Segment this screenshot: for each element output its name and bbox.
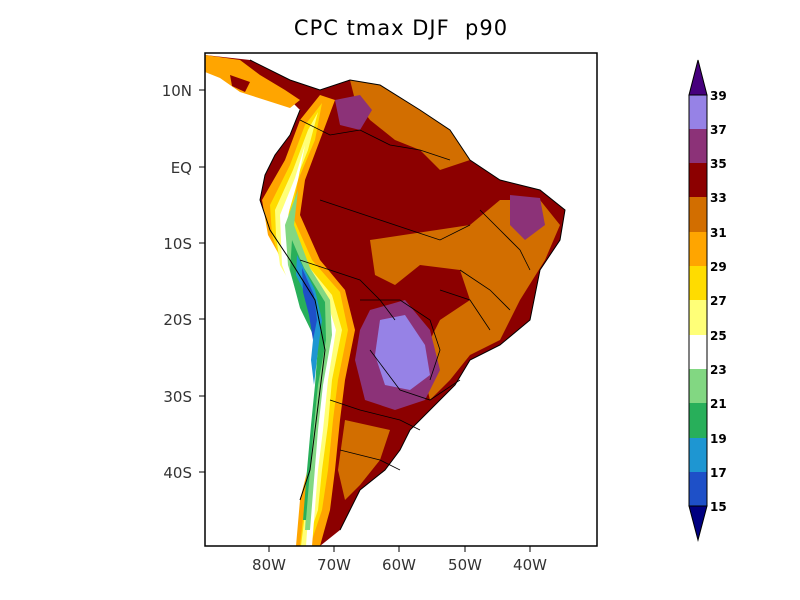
- colorbar-17-19: [689, 438, 707, 472]
- colorbar-35-37: [689, 129, 707, 163]
- colorbar-label-39: 39: [710, 89, 727, 103]
- colorbar-outline: [688, 94, 708, 507]
- lon-label-80w: 80W: [252, 556, 286, 574]
- colorbar-label-27: 27: [710, 294, 727, 308]
- region-35-37-ne-brazil: [510, 195, 545, 240]
- colorbar-label-25: 25: [710, 329, 727, 343]
- colorbar-label-35: 35: [710, 157, 727, 171]
- lon-label-40w: 40W: [513, 556, 547, 574]
- colorbar-23-25: [689, 335, 707, 369]
- lat-label-10n: 10N: [162, 82, 192, 100]
- andes-17-19: [296, 255, 322, 385]
- colorbar-label-21: 21: [710, 397, 727, 411]
- lon-ticks: [268, 546, 531, 552]
- region-31-33-north: [350, 80, 470, 170]
- map-title: CPC tmax DJF p90: [293, 16, 509, 40]
- map-area: [205, 55, 566, 546]
- colorbar-label-31: 31: [710, 226, 727, 240]
- colorbar: 39 37 35 33 31 29 27 25 23 21 19 17 15: [688, 59, 727, 542]
- colorbar-19-21: [689, 403, 707, 438]
- lat-label-30s: 30S: [163, 388, 192, 406]
- central-america-hot: [230, 75, 250, 92]
- colorbar-37-39: [689, 95, 707, 129]
- country-borders: [299, 119, 531, 471]
- lat-label-10s: 10S: [163, 235, 192, 253]
- lon-label-70w: 70W: [317, 556, 351, 574]
- region-31-33-central: [370, 200, 560, 400]
- lat-label-20s: 20S: [163, 311, 192, 329]
- colorbar-33-35: [689, 163, 707, 197]
- colorbar-arrow-top: [688, 59, 708, 96]
- lat-label-40s: 40S: [163, 464, 192, 482]
- lon-label-60w: 60W: [382, 556, 416, 574]
- colorbar-arrow-bottom: [688, 505, 708, 542]
- lon-label-50w: 50W: [448, 556, 482, 574]
- colorbar-label-37: 37: [710, 123, 727, 137]
- colorbar-label-19: 19: [710, 432, 727, 446]
- colorbar-label-29: 29: [710, 260, 727, 274]
- colorbar-29-31: [689, 232, 707, 266]
- coastline: [249, 59, 566, 531]
- region-35-37-venezuela: [335, 95, 372, 130]
- region-31-33-patagonia: [338, 420, 390, 500]
- andes-25-27: [275, 112, 342, 546]
- map-frame: [204, 52, 598, 547]
- colorbar-label-23: 23: [710, 363, 727, 377]
- colorbar-31-33: [689, 197, 707, 232]
- colorbar-label-17: 17: [710, 466, 727, 480]
- lat-label-eq: EQ: [171, 159, 192, 177]
- colorbar-21-23: [689, 369, 707, 403]
- region-37-39-chaco: [375, 315, 430, 390]
- central-america: [205, 55, 300, 108]
- colorbar-15-17: [689, 472, 707, 506]
- colorbar-label-15: 15: [710, 500, 727, 514]
- colorbar-25-27: [689, 300, 707, 335]
- lat-ticks: [199, 89, 205, 473]
- colorbar-27-29: [689, 266, 707, 300]
- colorbar-label-33: 33: [710, 191, 727, 205]
